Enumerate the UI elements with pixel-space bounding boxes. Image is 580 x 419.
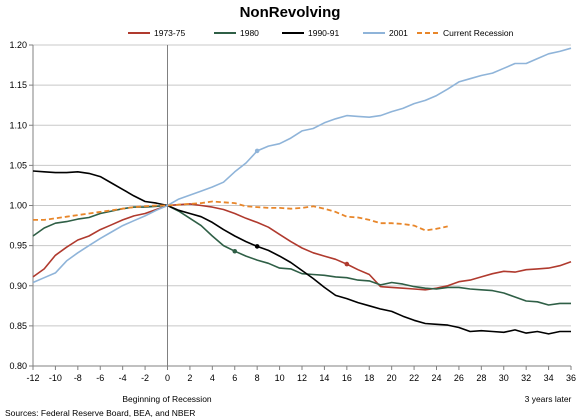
y-tick-label: 1.10: [9, 120, 27, 130]
x-tick-label: -8: [74, 373, 82, 383]
data-point-marker: [232, 248, 238, 254]
x-tick-label: 6: [232, 373, 237, 383]
x-tick-label: 20: [387, 373, 397, 383]
x-tick-label: -12: [26, 373, 39, 383]
x-tick-label: 26: [454, 373, 464, 383]
x-tick-label: 8: [255, 373, 260, 383]
legend-label: 1973-75: [154, 28, 185, 38]
x-end-label: 3 years later: [525, 394, 572, 404]
x-tick-label: 14: [319, 373, 329, 383]
x-tick-label: -2: [141, 373, 149, 383]
chart-title: NonRevolving: [240, 4, 341, 21]
x-tick-label: 0: [165, 373, 170, 383]
series-line-1973-75: [32, 203, 572, 291]
legend-label: Current Recession: [443, 28, 514, 38]
x-start-label: Beginning of Recession: [122, 394, 212, 404]
x-tick-label: 24: [431, 373, 441, 383]
y-tick-label: 0.90: [9, 281, 27, 291]
y-axis-ticks: 0.80 0.85 0.90 0.95 1.00 1.05 1.10 1.15 1.20: [9, 40, 33, 371]
series-line-1990-91: [32, 170, 571, 335]
x-tick-label: 18: [364, 373, 374, 383]
x-tick-label: -4: [119, 373, 127, 383]
x-axis-ticks: -12 -10 -8 -6 -4 -2 0 2 4 6 8 10 12 14 16 18 20 22 24 26 28 3…: [26, 366, 576, 383]
series-line-2001: [32, 47, 572, 284]
legend-label: 1990-91: [308, 28, 339, 38]
source-note: Sources: Federal Reserve Board, BEA, and…: [5, 408, 195, 418]
y-tick-label: 1.00: [9, 201, 27, 211]
y-tick-label: 1.05: [9, 160, 27, 170]
legend: 1973-75 1980 1990-91 2001 Current Recession: [128, 28, 514, 38]
y-tick-label: 1.20: [9, 40, 27, 50]
x-tick-label: 36: [566, 373, 576, 383]
x-tick-label: -6: [96, 373, 104, 383]
y-tick-label: 1.15: [9, 80, 27, 90]
data-point-marker: [254, 148, 260, 154]
x-tick-label: 2: [187, 373, 192, 383]
gridlines: [33, 44, 571, 367]
x-tick-label: 22: [409, 373, 419, 383]
series-lines: [32, 47, 572, 335]
x-tick-label: 4: [210, 373, 215, 383]
x-tick-label: 28: [476, 373, 486, 383]
x-tick-label: 32: [521, 373, 531, 383]
x-tick-label: 30: [499, 373, 509, 383]
x-tick-label: 12: [297, 373, 307, 383]
series-line-1980: [32, 204, 571, 306]
data-point-marker: [344, 261, 350, 267]
legend-label: 2001: [389, 28, 408, 38]
y-tick-label: 0.80: [9, 361, 27, 371]
data-point-marker: [254, 244, 260, 249]
y-tick-label: 0.85: [9, 321, 27, 331]
legend-label: 1980: [240, 28, 259, 38]
x-tick-label: 34: [544, 373, 554, 383]
x-tick-label: -10: [49, 373, 62, 383]
x-tick-label: 10: [275, 373, 285, 383]
y-tick-label: 0.95: [9, 241, 27, 251]
x-tick-label: 16: [342, 373, 352, 383]
series-line-current-recession: [33, 200, 448, 232]
